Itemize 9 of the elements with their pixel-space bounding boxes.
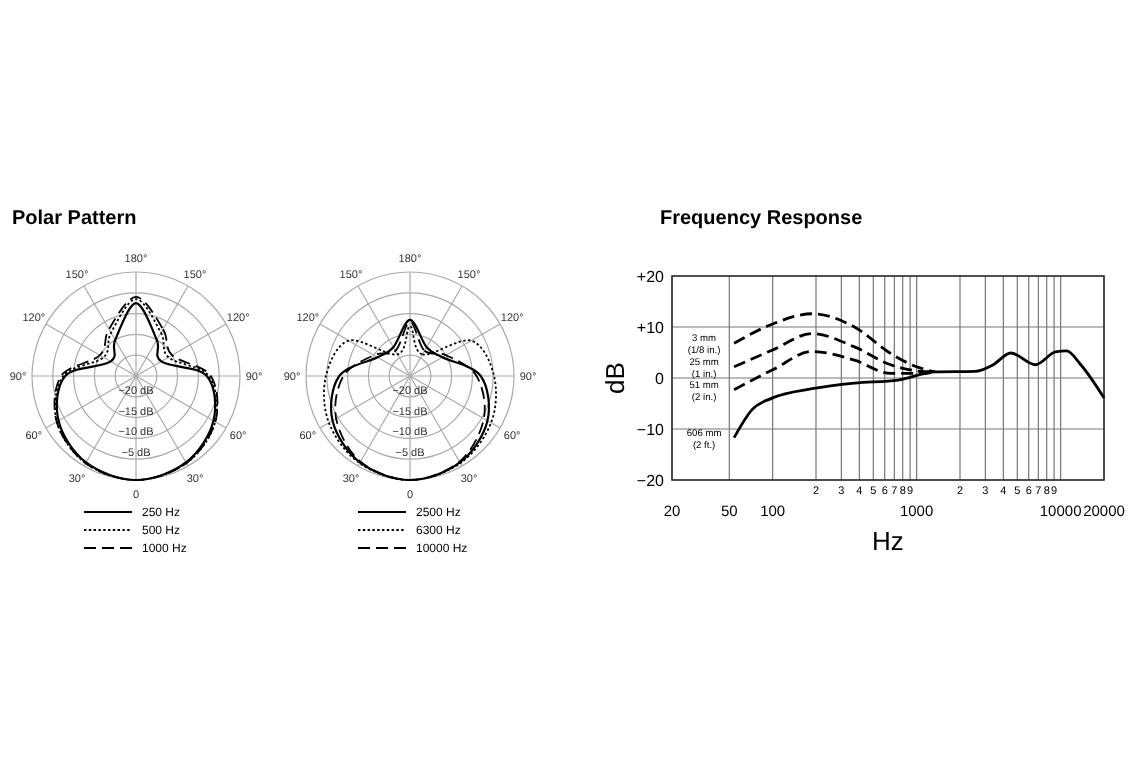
y-tick-label: −20 bbox=[636, 472, 666, 490]
y-tick-label: +20 bbox=[636, 268, 666, 286]
y-axis-title: dB bbox=[600, 362, 630, 394]
y-tick-label: 0 bbox=[655, 370, 666, 388]
chart-title: Frequency Response bbox=[660, 208, 864, 230]
y-tick-label: −10 bbox=[636, 421, 666, 439]
chart-title: Polar Pattern bbox=[12, 208, 137, 230]
x-axis-title: Hz bbox=[872, 526, 904, 556]
y-tick-label: +10 bbox=[636, 319, 666, 337]
